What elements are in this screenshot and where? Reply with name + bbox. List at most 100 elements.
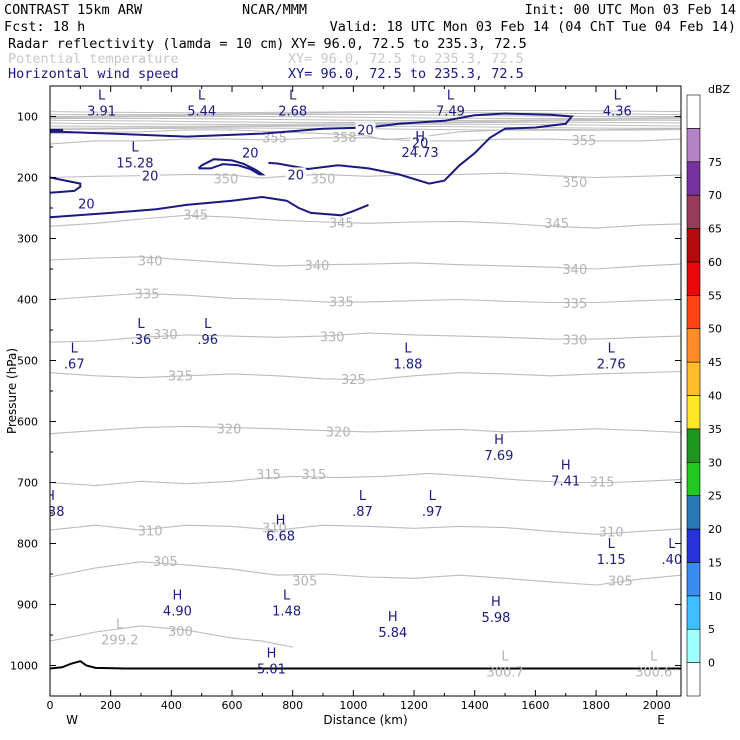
wind-label-bg (410, 135, 431, 149)
y-tick-label: 1000 (10, 660, 38, 673)
colorbar-box (686, 461, 701, 496)
wind-extremum-type: L (668, 537, 676, 552)
wind-20-line (50, 176, 82, 194)
wind-extremum-value: 3.91 (87, 104, 116, 119)
colorbar-level-label: 35 (708, 423, 722, 436)
theta-355-line (50, 137, 681, 145)
colorbar-box (686, 495, 701, 530)
wind-extremum-value: 15.28 (116, 156, 153, 171)
colorbar-level-label: 15 (708, 556, 722, 569)
colorbar-level-label: 5 (708, 623, 715, 636)
theta-345-label: 345 (329, 216, 354, 231)
x-end-label-west: W (66, 713, 78, 727)
wind-20-line (50, 128, 64, 133)
colorbar-box (686, 562, 701, 597)
theta-340-label: 340 (305, 259, 330, 274)
wind-20-line (50, 112, 574, 185)
wind-label-bg (285, 167, 306, 181)
wind-extremum-value: 2.76 (597, 358, 626, 373)
theta-315-line (50, 472, 681, 487)
theta-305-label: 305 (608, 574, 633, 589)
theta-350-line (50, 172, 681, 179)
wind-extremum-type: L (98, 88, 106, 103)
y-axis-label: Pressure (hPa) (5, 348, 19, 434)
terrain-surface-line (50, 660, 681, 670)
wind-extremum-type: L (131, 140, 139, 155)
wind-label-bg (355, 122, 376, 136)
y-tick-label: 200 (17, 172, 38, 185)
theta-extremum-value: 300.7 (486, 666, 523, 681)
wind-extremum-value: 1.15 (597, 553, 626, 568)
colorbar-level-label: 40 (708, 390, 722, 403)
theta-325-label: 325 (168, 369, 193, 384)
model-title: CONTRAST 15km ARW (4, 2, 143, 18)
wind-20-line (197, 158, 266, 176)
x-tick-label: 0 (47, 699, 54, 712)
theta-325-line (50, 370, 681, 381)
y-tick-label: 600 (17, 416, 38, 429)
wind-20-label: 20 (142, 170, 159, 185)
wind-extremum-value: .97 (422, 505, 443, 520)
colorbar-level-label: 55 (708, 289, 722, 302)
y-tick-label: 800 (17, 538, 38, 551)
colorbar-level-label: 25 (708, 490, 722, 503)
theta-358-label: 358 (332, 131, 357, 146)
dbz-colorbar: dBZ 0 5 10 15 20 25 30 35 40 45 50 55 60 65 70 75 (686, 83, 731, 697)
theta-345-line (50, 214, 681, 229)
forecast-hour: Fcst: 18 h (4, 19, 85, 35)
wind-extremum-value: .87 (352, 505, 373, 520)
wind-extremum-value: 4.36 (603, 104, 632, 119)
wind-extremum-value: 7.49 (436, 104, 465, 119)
y-tick-label: 400 (17, 294, 38, 307)
theta-330-line (50, 332, 681, 343)
wind-label-bg (240, 145, 261, 159)
theta-355-label: 355 (572, 134, 597, 149)
theta-320-label: 320 (217, 422, 242, 437)
colorbar-box (686, 128, 701, 163)
theta-350-label: 350 (214, 172, 239, 187)
valid-time: Valid: 18 UTC Mon 03 Feb 14 (04 ChT Tue … (330, 19, 736, 35)
wind-extremum-type: L (447, 88, 455, 103)
wind-20-label: 20 (242, 146, 259, 161)
x-tick-label: 800 (282, 699, 303, 712)
x-tick-label: 1400 (461, 699, 489, 712)
theta-upper-line (50, 113, 681, 118)
field-1-xy: XY= 96.0, 72.5 to 235.3, 72.5 (291, 36, 527, 52)
wind-extremum-type: H (491, 595, 501, 610)
wind-extremum-value: 5.98 (481, 611, 510, 626)
colorbar-level-label: 75 (708, 156, 722, 169)
colorbar-box (686, 328, 701, 363)
colorbar-box (686, 528, 701, 563)
theta-325-label: 325 (341, 373, 366, 388)
wind-extremum-type: H (45, 489, 55, 504)
theta-335-label: 335 (329, 296, 354, 311)
x-tick-label: 1200 (400, 699, 428, 712)
wind-extremum-value: 2.38 (36, 505, 65, 520)
wind-extremum-type: L (283, 589, 291, 604)
wind-extremum-value: 1.48 (272, 605, 301, 620)
colorbar-box (686, 428, 701, 463)
center-label: NCAR/MMM (242, 2, 307, 18)
colorbar-box (686, 595, 701, 630)
wind-extremum-type: L (404, 342, 412, 357)
wind-extremum-type: L (198, 88, 206, 103)
theta-upper-line (50, 115, 681, 120)
field-3-name: Horizontal wind speed (8, 66, 179, 82)
x-tick-label: 1600 (521, 699, 549, 712)
theta-310-label: 310 (262, 521, 287, 536)
wind-label-bg (76, 196, 97, 210)
colorbar-level-label: 0 (708, 657, 715, 670)
wind-extremum-type: H (415, 130, 425, 145)
wind-20-label: 20 (287, 168, 304, 183)
theta-305-label: 305 (153, 555, 178, 570)
wind-extremum-value: 6.68 (266, 530, 295, 545)
theta-upper-line (50, 109, 681, 114)
y-tick-label: 900 (17, 599, 38, 612)
theta-345-label: 345 (183, 208, 208, 223)
theta-320-label: 320 (326, 425, 351, 440)
theta-300-label: 300 (168, 625, 193, 640)
theta-upper-line (50, 117, 681, 122)
theta-310-label: 310 (138, 524, 163, 539)
wind-extremum-value: 7.41 (551, 475, 580, 490)
wind-extremum-type: H (267, 647, 277, 662)
